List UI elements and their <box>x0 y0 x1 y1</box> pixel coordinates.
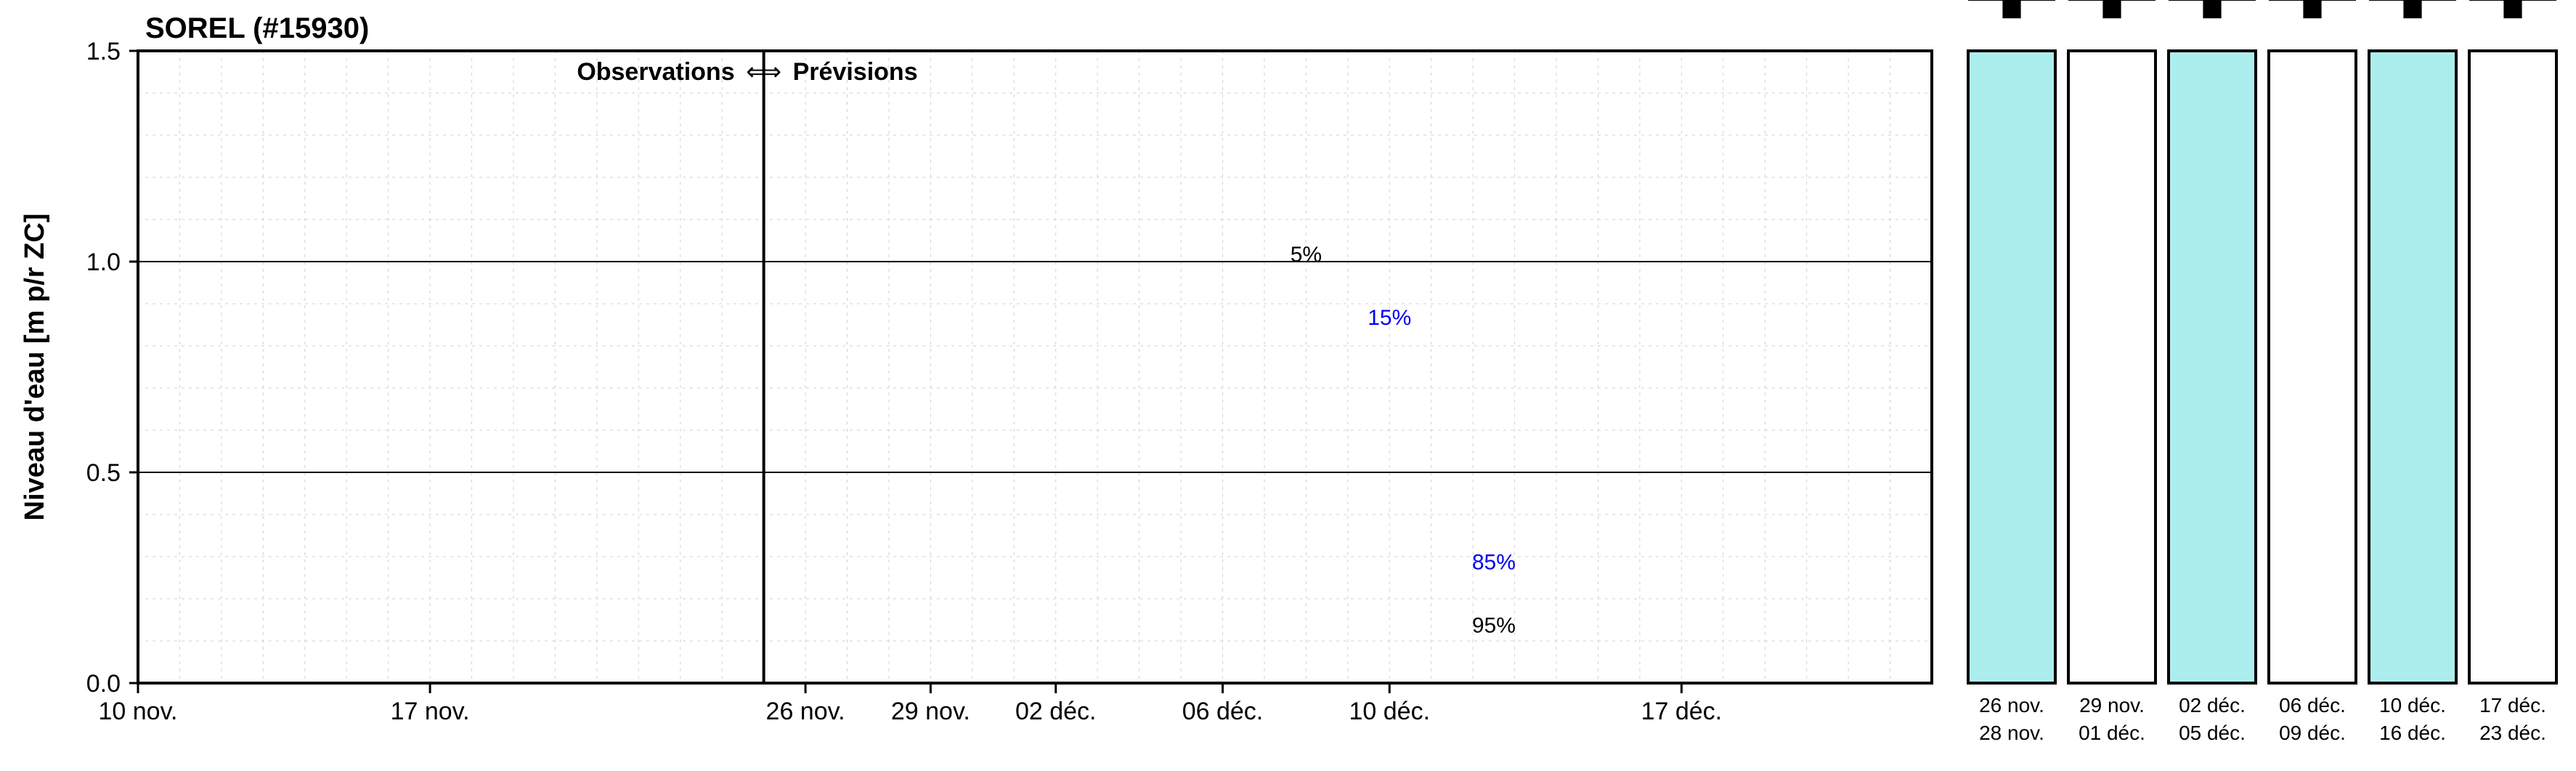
split-label-right: Prévisions <box>793 58 918 86</box>
ytick-label-right: 1.5 <box>2527 0 2561 6</box>
marker-median-icon <box>2503 0 2522 18</box>
inline-label: 85% <box>1472 550 1516 574</box>
mini-panel: 02 déc. 05 déc. <box>2169 0 2256 744</box>
ytick-label: 1.5 <box>86 38 121 65</box>
ytick-label: 0.0 <box>86 670 121 698</box>
xtick-label: 29 nov. <box>891 698 970 725</box>
split-arrow-icon: ⟺ <box>746 58 781 86</box>
chart-container: { "canvas": { "width": 3547, "height": 1… <box>0 0 2576 771</box>
chart-title: SOREL (#15930) <box>145 12 369 44</box>
mini-label-1: 06 déc. <box>2279 694 2346 716</box>
xtick-label: 10 nov. <box>98 698 177 725</box>
ytick-label: 1.0 <box>86 249 121 276</box>
mini-label-1: 10 déc. <box>2379 694 2446 716</box>
inline-label: 15% <box>1368 306 1411 330</box>
xtick-label: 17 déc. <box>1641 698 1723 725</box>
mini-label-1: 02 déc. <box>2179 694 2246 716</box>
xtick-label: 10 déc. <box>1349 698 1430 725</box>
mini-bg <box>2169 51 2256 683</box>
mini-label-2: 01 déc. <box>2079 722 2145 744</box>
split-label-left: Observations <box>577 58 734 86</box>
marker-median-icon <box>2002 0 2020 18</box>
xtick-label: 17 nov. <box>391 698 470 725</box>
y-axis-label: Niveau d'eau [m p/r ZC] <box>20 214 50 521</box>
mini-bg <box>1968 51 2055 683</box>
mini-label-2: 16 déc. <box>2379 722 2446 744</box>
mini-panel: 29 nov. 01 déc. <box>2068 0 2156 744</box>
mini-panel: 17 déc. 23 déc. <box>2469 0 2556 744</box>
mini-label-1: 29 nov. <box>2079 694 2145 716</box>
mini-label-1: 17 déc. <box>2479 694 2546 716</box>
xtick-label: 26 nov. <box>766 698 845 725</box>
mini-bg <box>2469 51 2556 683</box>
mini-label-2: 23 déc. <box>2479 722 2546 744</box>
marker-median-icon <box>2102 0 2121 18</box>
ytick-label: 0.5 <box>86 459 121 487</box>
marker-median-icon <box>2203 0 2221 18</box>
mini-label-2: 05 déc. <box>2179 722 2246 744</box>
xtick-label: 06 déc. <box>1182 698 1264 725</box>
mini-bg <box>2269 51 2356 683</box>
mini-panel: 26 nov. 28 nov. <box>1968 0 2055 744</box>
xtick-label: 02 déc. <box>1015 698 1097 725</box>
mini-bg <box>2369 51 2456 683</box>
marker-median-icon <box>2403 0 2421 18</box>
mini-bg <box>2068 51 2156 683</box>
inline-label: 95% <box>1472 613 1516 637</box>
mini-label-1: 26 nov. <box>1979 694 2044 716</box>
mini-panel: 10 déc. 16 déc. <box>2369 0 2456 744</box>
mini-label-2: 28 nov. <box>1979 722 2044 744</box>
mini-label-2: 09 déc. <box>2279 722 2346 744</box>
mini-panel: 06 déc. 09 déc. <box>2269 0 2356 744</box>
inline-label: 5% <box>1291 243 1322 267</box>
marker-median-icon <box>2303 0 2321 18</box>
